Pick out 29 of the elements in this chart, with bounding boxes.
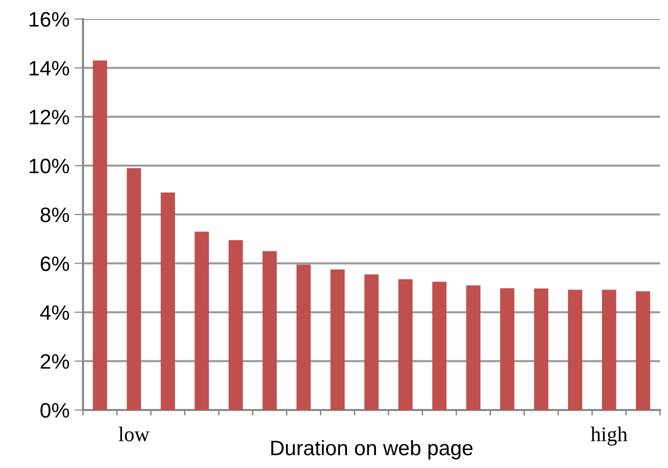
bar xyxy=(92,60,108,410)
y-tick-label: 16% xyxy=(30,12,70,27)
y-tick-label: 10% xyxy=(30,158,70,174)
bar xyxy=(194,232,209,410)
bar xyxy=(568,290,582,410)
bar xyxy=(126,168,142,410)
y-tick-label: 14% xyxy=(30,60,70,76)
bar xyxy=(228,240,243,410)
bar xyxy=(534,288,548,410)
y-tick-label: 12% xyxy=(30,110,70,124)
bar xyxy=(330,269,345,410)
x-axis-title: Duration on web page xyxy=(271,440,473,460)
x-tick-label: low xyxy=(118,426,150,442)
bar xyxy=(262,251,277,410)
y-tick-label: 0% xyxy=(40,403,70,418)
y-tick-label: 4% xyxy=(40,305,70,320)
bar xyxy=(364,274,379,410)
x-tick-label: high xyxy=(590,426,628,446)
bar xyxy=(296,264,311,410)
y-tick-label: 8% xyxy=(40,208,70,222)
bar xyxy=(602,290,616,410)
y-tick-label: 2% xyxy=(40,354,70,369)
y-tick-label: 6% xyxy=(40,256,70,272)
bar xyxy=(398,279,413,410)
bar xyxy=(160,192,175,410)
bar xyxy=(500,288,514,410)
bar xyxy=(636,291,650,410)
bar xyxy=(432,282,447,410)
bar xyxy=(466,285,480,410)
